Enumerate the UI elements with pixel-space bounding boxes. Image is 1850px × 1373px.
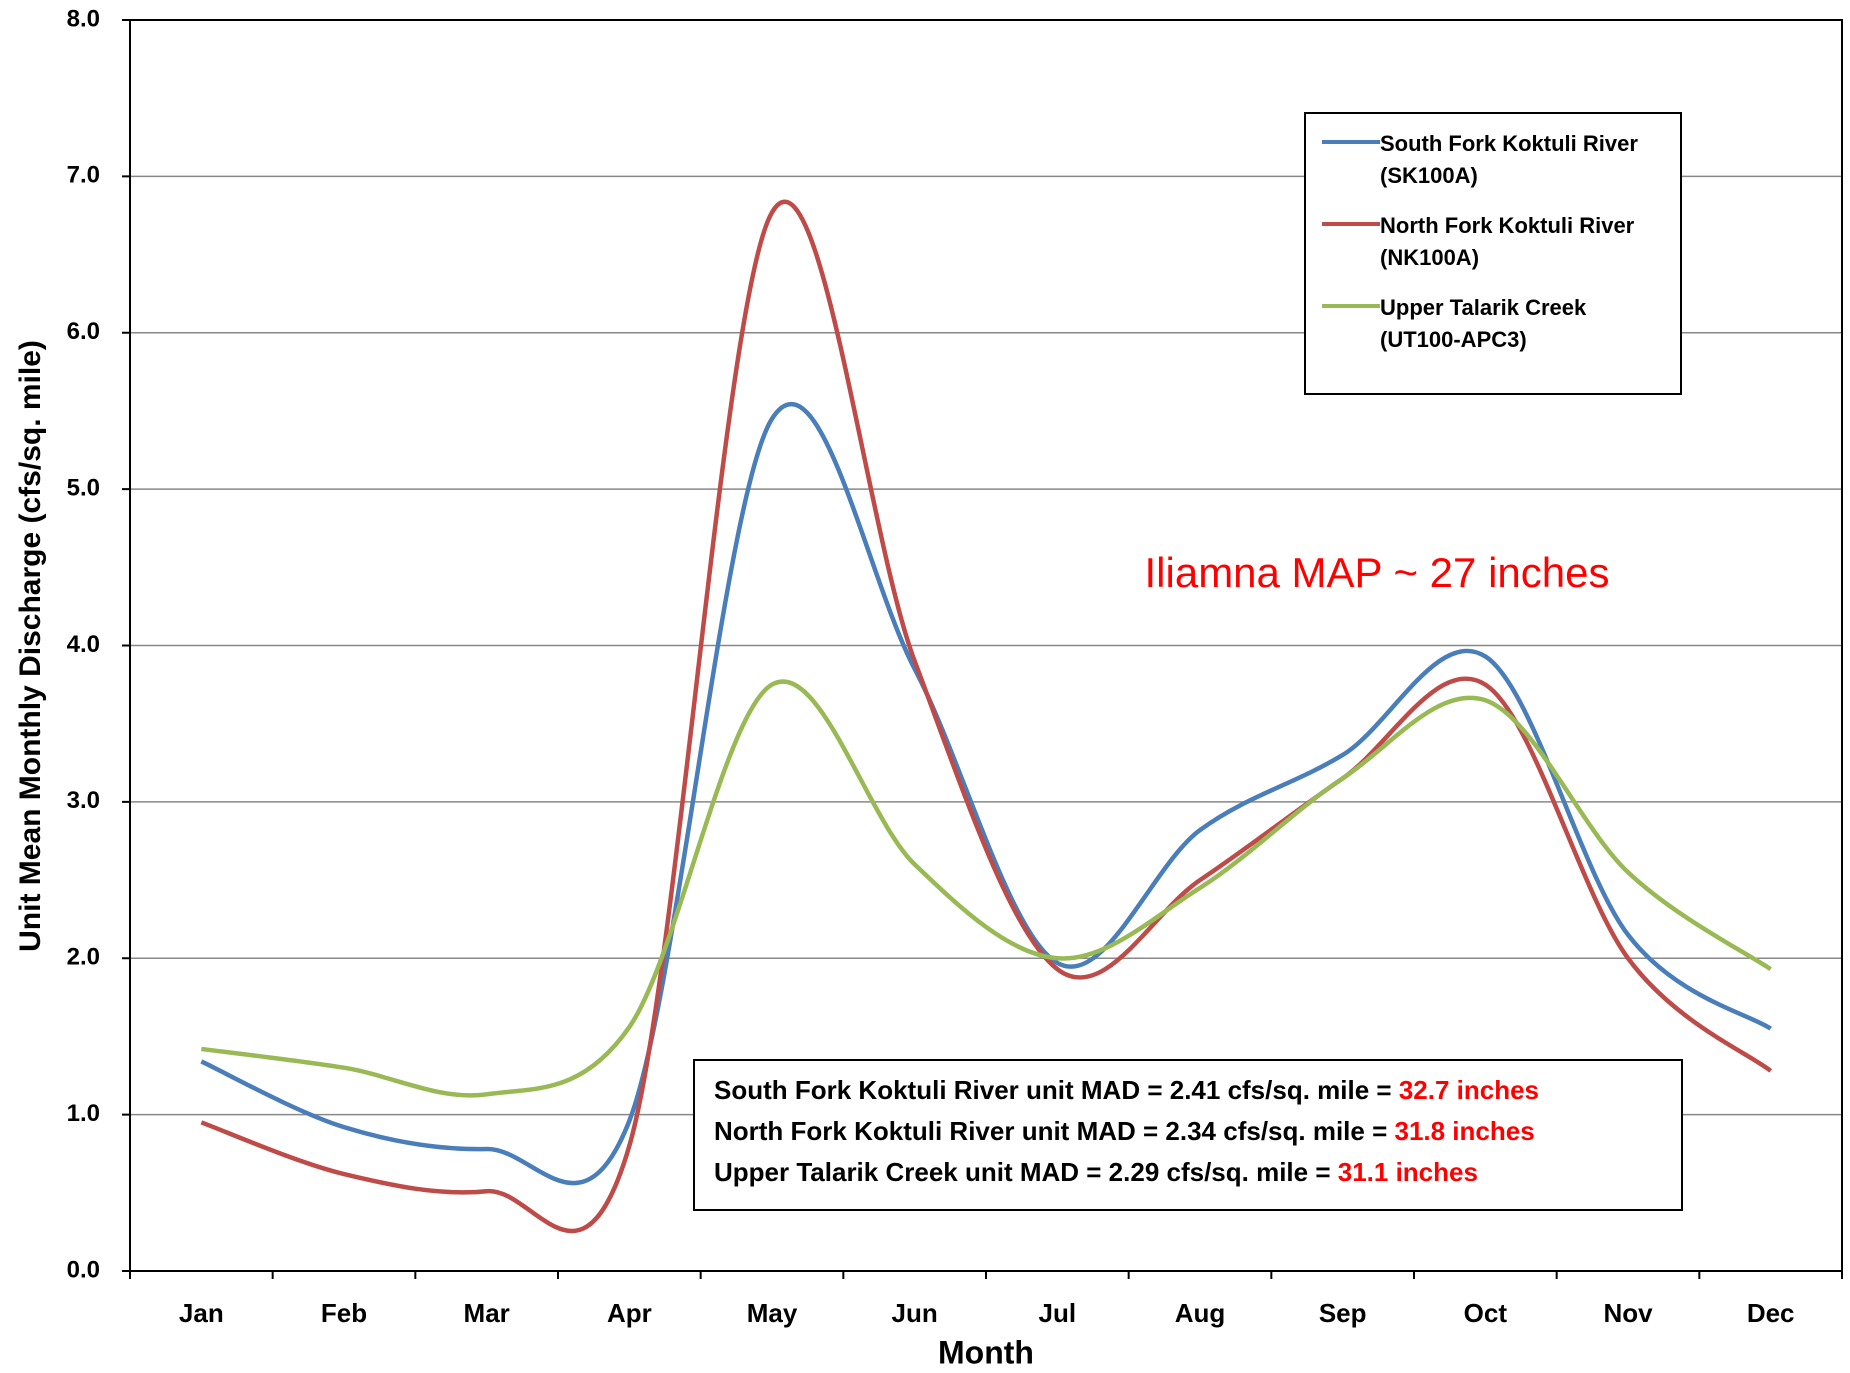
y-tick-label: 1.0 (67, 1100, 100, 1127)
mad-line: North Fork Koktuli River unit MAD = 2.34… (714, 1116, 1535, 1146)
mad-line: South Fork Koktuli River unit MAD = 2.41… (714, 1075, 1539, 1105)
x-tick-label: Mar (464, 1298, 510, 1328)
x-tick-label: Nov (1603, 1298, 1653, 1328)
mad-text: South Fork Koktuli River unit MAD = 2.41… (714, 1075, 1399, 1105)
y-tick-label: 7.0 (67, 162, 100, 189)
x-tick-label: May (747, 1298, 798, 1328)
legend: South Fork Koktuli River (SK100A) North F… (1304, 112, 1682, 395)
legend-swatch (1322, 304, 1380, 308)
y-axis-label: Unit Mean Monthly Discharge (cfs/sq. mil… (14, 340, 47, 952)
y-tick-label: 2.0 (67, 944, 100, 971)
x-tick-label: Aug (1175, 1298, 1226, 1328)
mad-text: Upper Talarik Creek unit MAD = 2.29 cfs/… (714, 1157, 1338, 1187)
x-tick-label: Sep (1319, 1298, 1367, 1328)
legend-label: North Fork Koktuli River (NK100A) (1380, 213, 1635, 270)
x-tick-label: Oct (1464, 1298, 1508, 1328)
y-tick-label: 6.0 (67, 318, 100, 345)
series-line (201, 679, 1772, 1098)
y-tick-label: 5.0 (67, 474, 100, 501)
x-axis-label: Month (938, 1334, 1034, 1370)
y-tick-label: 0.0 (67, 1256, 100, 1283)
series-line (200, 199, 1773, 1234)
annotation: Iliamna MAP ~ 27 inches (1145, 549, 1610, 596)
x-tick-label: Jul (1039, 1298, 1077, 1328)
legend-entry: Upper Talarik Creek (UT100-APC3) (1322, 292, 1680, 356)
legend-entry: South Fork Koktuli River (SK100A) (1322, 128, 1680, 192)
y-tick-label: 3.0 (67, 787, 100, 814)
legend-label: South Fork Koktuli River (SK100A) (1380, 131, 1638, 188)
mad-highlight: 31.1 inches (1338, 1157, 1478, 1187)
x-tick-label: Dec (1747, 1298, 1795, 1328)
x-tick-label: Apr (607, 1298, 652, 1328)
mad-line: Upper Talarik Creek unit MAD = 2.29 cfs/… (714, 1157, 1478, 1187)
y-tick-label: 4.0 (67, 631, 100, 658)
x-tick-label: Jan (179, 1298, 224, 1328)
mad-highlight: 32.7 inches (1399, 1075, 1539, 1105)
x-tick-label: Feb (321, 1298, 367, 1328)
mad-highlight: 31.8 inches (1394, 1116, 1534, 1146)
y-tick-label: 8.0 (67, 5, 100, 32)
legend-swatch (1322, 222, 1380, 226)
legend-label: Upper Talarik Creek (UT100-APC3) (1380, 295, 1587, 352)
mad-box (693, 1059, 1683, 1211)
legend-entry: North Fork Koktuli River (NK100A) (1322, 210, 1680, 274)
legend-swatch (1322, 140, 1380, 144)
x-tick-label: Jun (892, 1298, 938, 1328)
mad-text: North Fork Koktuli River unit MAD = 2.34… (714, 1116, 1394, 1146)
